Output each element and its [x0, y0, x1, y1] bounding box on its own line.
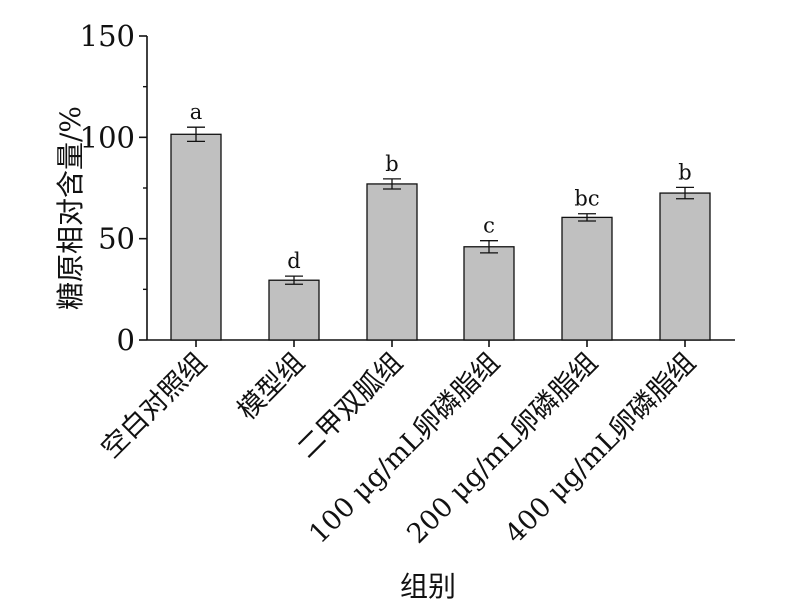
- significance-label: b: [678, 160, 691, 184]
- bar: [170, 133, 222, 341]
- bar: [659, 192, 711, 341]
- bar: [561, 216, 613, 341]
- bar: [268, 279, 320, 341]
- significance-label: bc: [574, 187, 599, 211]
- category-label: 模型组: [232, 347, 311, 426]
- significance-label: d: [287, 249, 300, 273]
- category-label: 空白对照组: [96, 347, 213, 464]
- significance-label: b: [385, 152, 398, 176]
- significance-label: c: [483, 214, 495, 238]
- category-label: 200 μg/mL卵磷脂组: [401, 347, 604, 550]
- y-tick-label: 50: [98, 222, 135, 256]
- category-label: 400 μg/mL卵磷脂组: [499, 347, 702, 550]
- bars-group: [170, 133, 711, 341]
- error-bars-group: [187, 126, 694, 285]
- x-axis: [147, 339, 735, 347]
- category-label: 100 μg/mL卵磷脂组: [303, 347, 506, 550]
- bar: [366, 183, 418, 341]
- y-axis: 0 50 100 150: [80, 19, 148, 357]
- bar: [463, 246, 515, 341]
- significance-label: a: [190, 100, 203, 124]
- x-axis-label: 组别: [400, 570, 456, 603]
- y-axis-label: 糖原相对含量/%: [54, 106, 87, 310]
- y-tick-label: 150: [80, 19, 135, 53]
- y-tick-label: 100: [80, 120, 135, 154]
- y-tick-label: 0: [117, 323, 135, 357]
